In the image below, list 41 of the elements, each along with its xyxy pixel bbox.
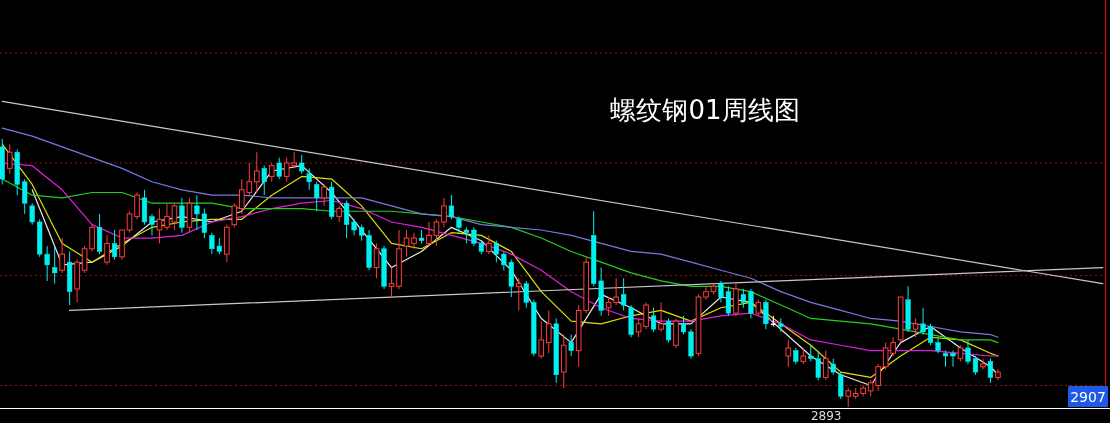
chart-title: 螺纹钢01周线图 xyxy=(610,95,800,125)
annotation: 2907 xyxy=(1070,389,1106,405)
candlestick xyxy=(733,283,739,317)
candlestick xyxy=(104,234,110,266)
candlestick xyxy=(658,301,664,333)
candlestick xyxy=(411,232,417,250)
candlestick xyxy=(59,237,65,274)
candlestick xyxy=(628,304,634,338)
candlestick xyxy=(6,143,13,175)
candlestick xyxy=(67,250,73,306)
candlestick xyxy=(52,245,58,285)
candlestick xyxy=(486,234,492,255)
candlestick xyxy=(545,309,552,354)
candlestick xyxy=(186,197,193,234)
candlestick xyxy=(149,213,155,236)
candlestick xyxy=(560,334,567,389)
candlestick xyxy=(156,208,163,244)
candlestick xyxy=(980,358,986,370)
candlestick xyxy=(306,167,312,191)
candlestick xyxy=(373,242,380,279)
candlestick xyxy=(763,299,769,330)
candlestick xyxy=(673,317,679,349)
candlestick xyxy=(134,191,140,220)
candlestick xyxy=(441,197,447,228)
candlestick xyxy=(179,197,185,234)
candlestick xyxy=(965,339,971,365)
candlestick xyxy=(778,317,784,333)
candlestick xyxy=(688,328,694,360)
candlestick xyxy=(456,216,462,234)
candlestick xyxy=(553,317,559,384)
candlestick xyxy=(336,205,342,223)
candlestick xyxy=(381,245,387,290)
candlestick xyxy=(515,277,522,311)
candlestick xyxy=(253,151,260,193)
candlestick xyxy=(995,368,1001,381)
candlestick xyxy=(740,288,746,309)
candlestick xyxy=(74,259,80,303)
text: 2893 xyxy=(810,409,842,423)
candlestick xyxy=(920,307,926,336)
candlestick xyxy=(748,288,754,319)
candlestick xyxy=(905,285,911,333)
